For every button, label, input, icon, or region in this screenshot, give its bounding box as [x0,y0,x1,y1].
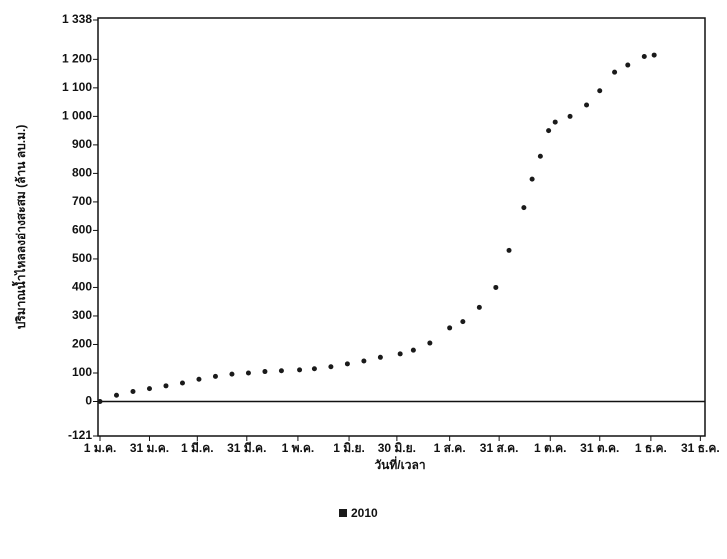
data-point [229,371,235,377]
data-point [493,284,499,290]
x-tick-label: 1 ม.ค. [84,441,117,455]
plot-frame [97,17,706,437]
data-point [521,205,527,211]
data-point [361,358,367,364]
data-point [584,102,590,108]
data-point [311,366,317,372]
x-tick-label: 1 ต.ค. [534,441,567,455]
data-point [163,383,169,389]
data-point [506,247,512,253]
y-tick-label: 900 [72,137,92,151]
x-tick-label: 31 ส.ค. [480,441,519,455]
x-tick-label: 1 มิ.ย. [333,441,365,455]
x-tick-label: 1 มี.ค. [181,441,214,455]
data-point [651,52,657,58]
x-tick-label: 31 ม.ค. [130,441,169,455]
y-tick-label: 1 100 [62,80,92,94]
data-point [179,380,185,386]
data-point [397,351,403,357]
data-point [641,53,647,59]
x-tick-label: 31 มี.ค. [227,441,266,455]
data-point [476,304,482,310]
y-tick-label: 1 200 [62,52,92,66]
data-point [344,361,350,367]
data-point [278,368,284,374]
y-tick-label: 600 [72,223,92,237]
y-tick-label: 100 [72,365,92,379]
y-tick-label: 0 [85,394,92,408]
y-axis-label: ปริมาณน้ำไหลลงอ่างสะสม (ล้าน ลบ.ม.) [11,125,28,330]
data-point [97,398,103,404]
y-tick-label: 300 [72,308,92,322]
x-tick-label: 31 ต.ค. [580,441,619,455]
legend-label: 2010 [351,506,378,520]
x-tick-label: 30 มิ.ย. [378,441,416,455]
y-tick-label: 700 [72,194,92,208]
data-point [460,319,466,325]
data-point [447,325,453,331]
data-point [567,113,573,119]
data-point [546,128,552,134]
data-point [146,386,152,392]
y-tick-label: 1 000 [62,109,92,123]
x-tick-label: 1 ส.ค. [434,441,466,455]
data-point [212,373,218,379]
data-point [410,347,416,353]
data-point [529,176,535,182]
y-tick-label: 400 [72,280,92,294]
data-point [297,367,303,373]
data-point [245,370,251,376]
legend-swatch [339,509,347,517]
data-point [537,153,543,159]
x-tick-label: 1 พ.ค. [282,441,315,455]
y-tick-label: 1 338 [62,12,92,26]
data-point [196,376,202,382]
y-tick-label: 800 [72,166,92,180]
data-point [377,354,383,360]
data-point [328,364,334,370]
y-tick-label: 200 [72,337,92,351]
x-tick-label: 1 ธ.ค. [635,441,667,455]
data-point [262,369,268,375]
x-tick-label: 31 ธ.ค. [681,441,720,455]
data-point [612,69,618,75]
data-point [427,340,433,346]
data-point [625,62,631,68]
y-tick-label: 500 [72,251,92,265]
data-point [597,88,603,94]
x-axis-label: วันที่/เวลา [374,456,425,472]
data-point [552,119,558,125]
data-point [130,389,136,395]
data-point [113,392,119,398]
y-tick-label: -121 [68,428,92,442]
